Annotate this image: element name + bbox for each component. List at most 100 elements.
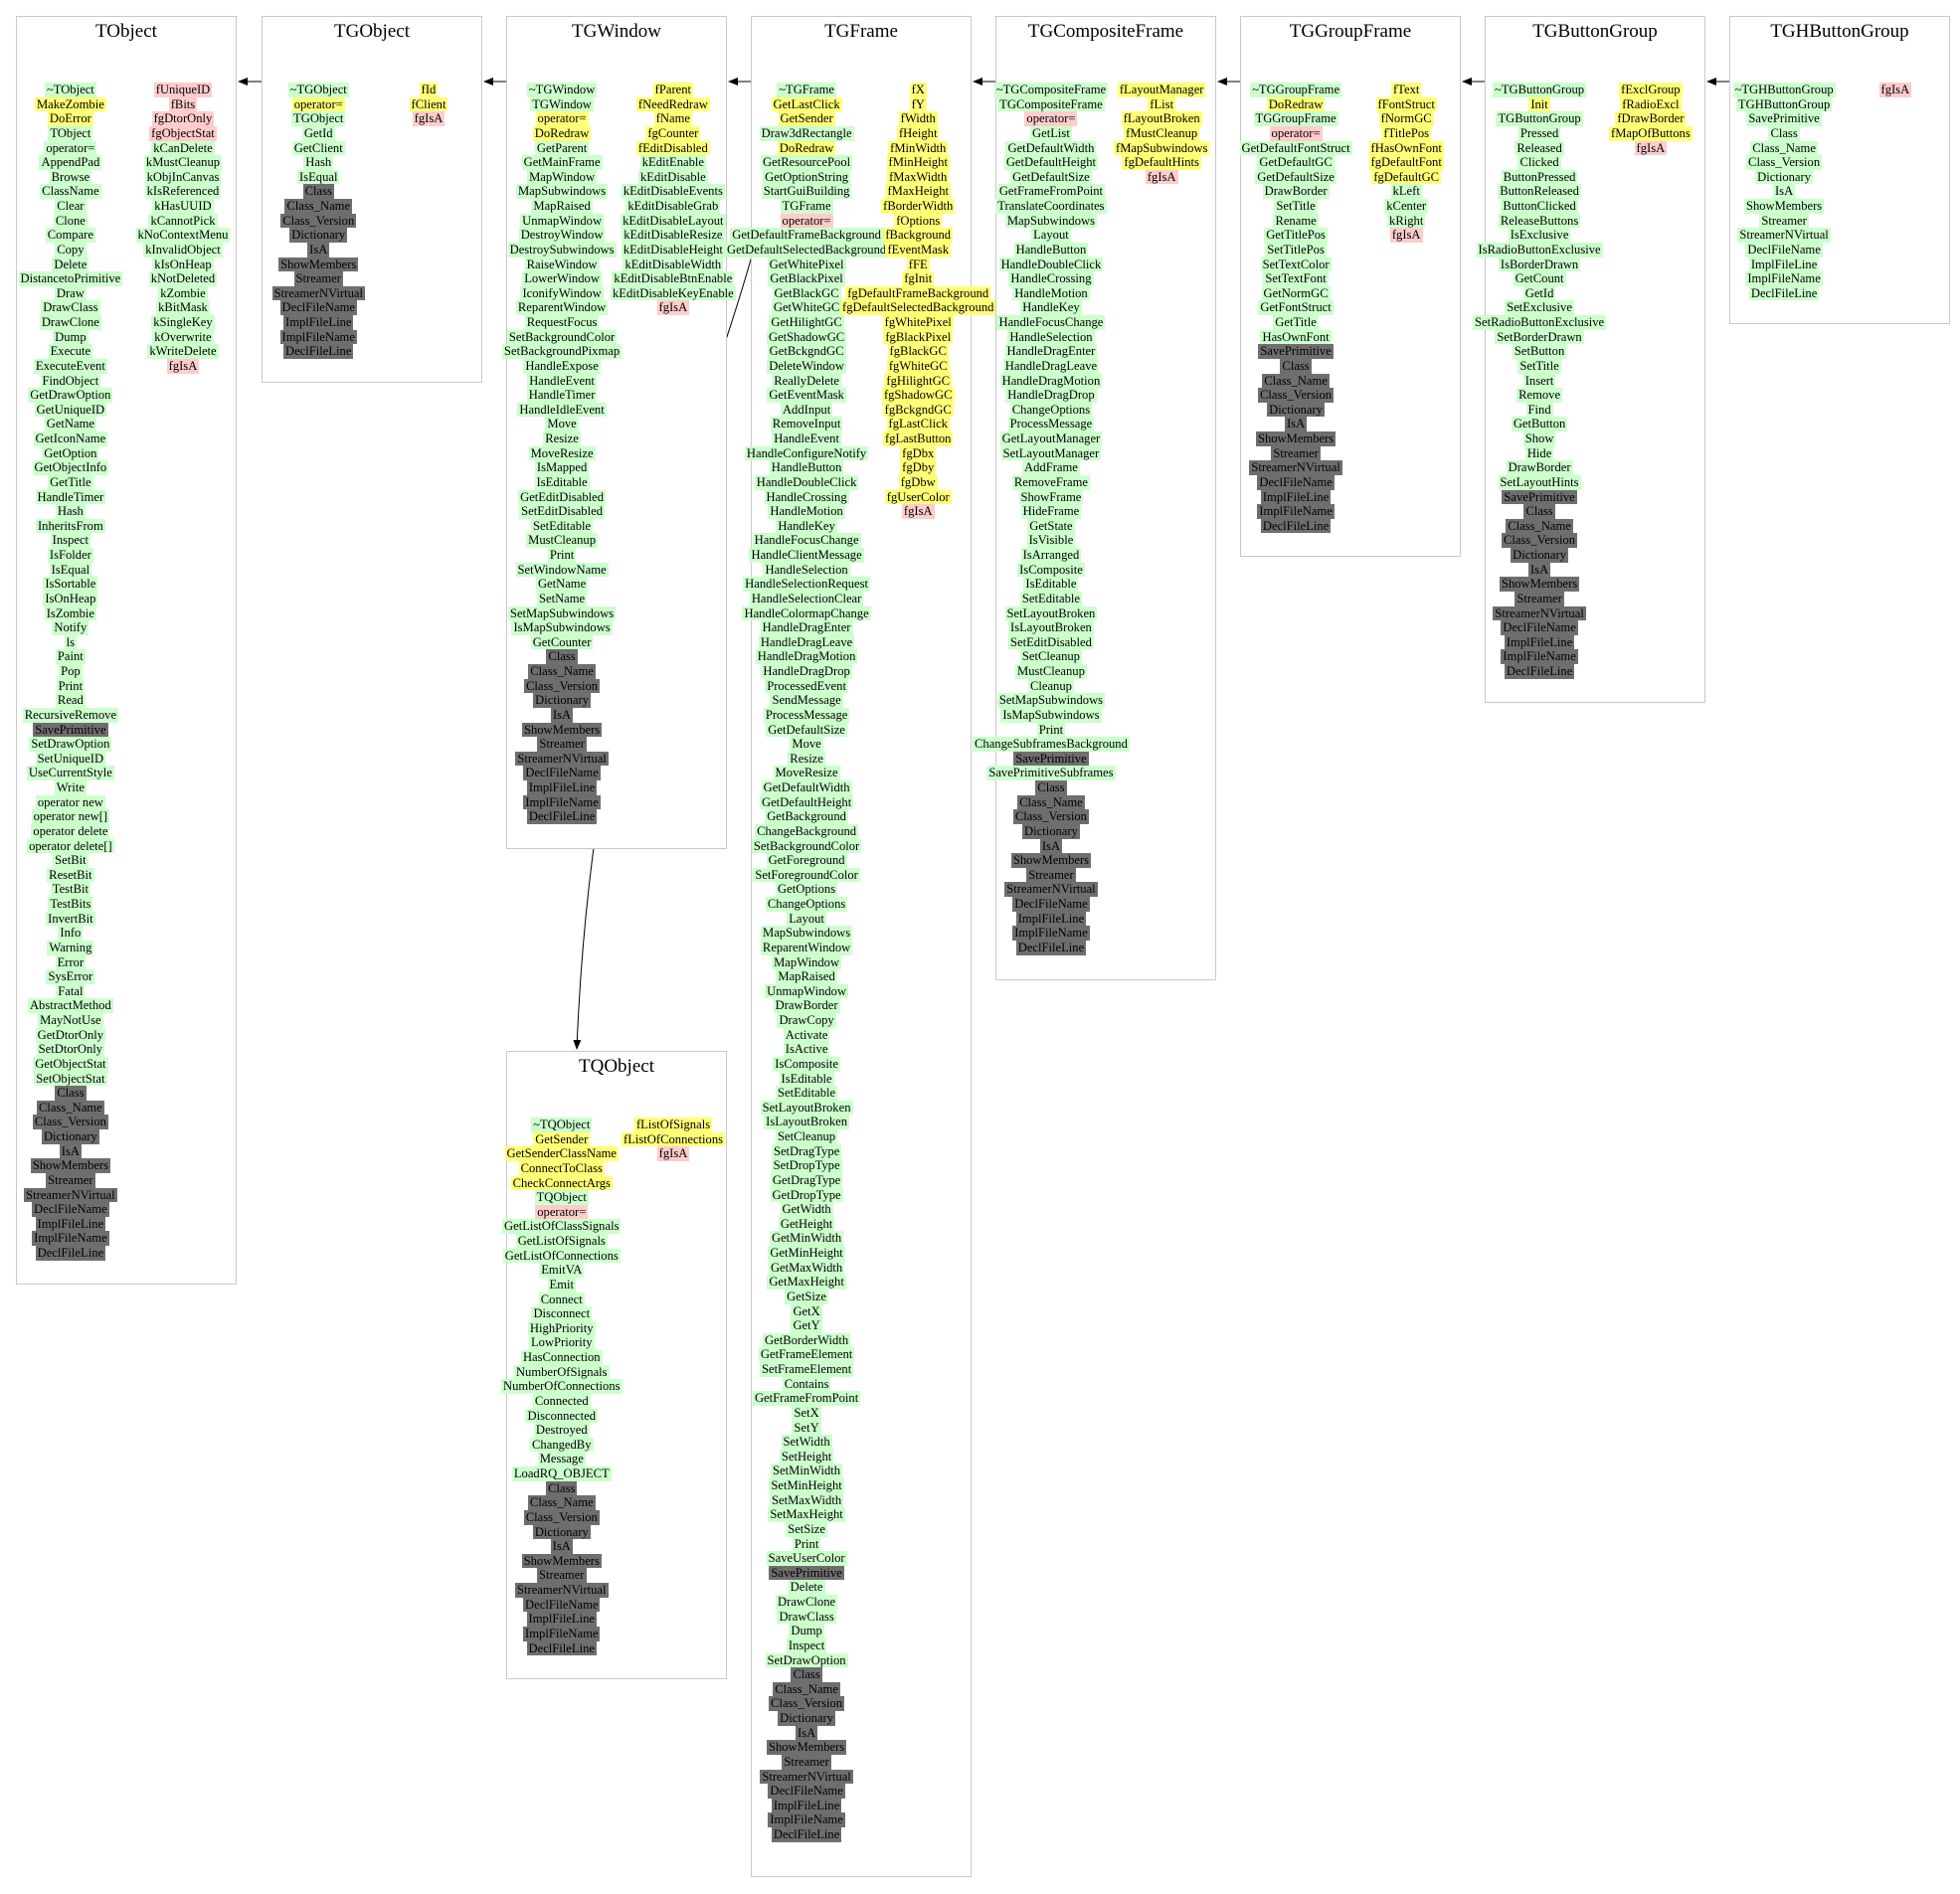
method-entry: operator= bbox=[44, 140, 97, 156]
member-entry: fgCounter bbox=[645, 125, 701, 141]
member-entry: fgDefaultFont bbox=[1368, 155, 1444, 170]
method-entry: HighPriority bbox=[527, 1320, 596, 1336]
method-entry: TGObject bbox=[291, 111, 346, 126]
member-entry: fgIsA bbox=[1389, 228, 1423, 243]
method-entry: GetTitlePos bbox=[1264, 228, 1328, 243]
method-entry: Class_Name bbox=[773, 1681, 840, 1697]
method-entry: DeclFileLine bbox=[771, 1827, 842, 1842]
member-entry: fgIsA bbox=[1878, 83, 1912, 97]
method-entry: Dictionary bbox=[1511, 548, 1568, 563]
method-entry: Pop bbox=[59, 664, 83, 679]
method-entry: Resize bbox=[788, 751, 825, 767]
method-entry: StreamerNVirtual bbox=[24, 1187, 117, 1203]
method-entry: IsBorderDrawn bbox=[1498, 257, 1581, 272]
method-entry: IsComposite bbox=[773, 1056, 840, 1072]
method-entry: DoRedraw bbox=[1266, 96, 1326, 112]
method-entry: Copy bbox=[55, 242, 87, 258]
method-entry: Streamer bbox=[537, 1568, 587, 1583]
method-entry: FindObject bbox=[40, 373, 101, 389]
method-entry: MustCleanup bbox=[526, 533, 598, 548]
method-entry: SetButton bbox=[1512, 344, 1567, 359]
member-entry: fgInit bbox=[902, 271, 935, 286]
method-entry: ImplFileName bbox=[768, 1812, 845, 1827]
method-entry: MapSubwindows bbox=[1004, 213, 1098, 229]
method-entry: Move bbox=[545, 417, 579, 431]
method-entry: Class_Name bbox=[527, 1495, 596, 1510]
method-entry: SavePrimitive bbox=[1746, 111, 1822, 126]
method-entry: ChangedBy bbox=[530, 1437, 594, 1453]
method-entry: Class_Version bbox=[1258, 388, 1335, 403]
method-entry: ProcessMessage bbox=[763, 707, 850, 723]
method-entry: ShowMembers bbox=[1010, 853, 1092, 868]
method-entry: IsMapSubwindows bbox=[511, 620, 613, 635]
method-entry: SetBorderDrawn bbox=[1495, 329, 1584, 345]
method-entry: GetWidth bbox=[780, 1202, 833, 1217]
method-entry: GetDtorOnly bbox=[35, 1027, 106, 1043]
member-list: fExclGroup fRadioExcl fDrawBorder fMapOfBut… bbox=[1609, 83, 1693, 156]
method-entry: AddFrame bbox=[1022, 460, 1080, 475]
method-entry: HandleDoubleClick bbox=[754, 474, 859, 490]
member-entry: fClient bbox=[409, 96, 448, 112]
method-entry: SetLayoutHints bbox=[1498, 474, 1581, 490]
method-entry: Browse bbox=[49, 169, 92, 185]
method-entry: Execute bbox=[48, 344, 93, 359]
method-entry: HandleSelectionRequest bbox=[743, 577, 870, 592]
method-entry: HasOwnFont bbox=[1260, 329, 1332, 345]
method-entry: GetMaxWidth bbox=[768, 1260, 845, 1276]
method-entry: Dictionary bbox=[1755, 169, 1814, 185]
method-entry: DeclFileName bbox=[279, 300, 357, 315]
method-entry: Class_Name bbox=[284, 199, 353, 214]
method-entry: SetMaxWidth bbox=[770, 1492, 844, 1508]
method-entry: GetHeight bbox=[778, 1216, 835, 1232]
method-entry: GetParent bbox=[534, 140, 590, 156]
method-entry: ImplFileLine bbox=[1260, 489, 1332, 505]
method-entry: TQObject bbox=[534, 1190, 589, 1205]
member-list: fParent fNeedRedraw fName fgCounter fEditDis… bbox=[611, 83, 736, 315]
class-box-tgcompositeframe: TGCompositeFrame ~TGCompositeFrame TGCompo… bbox=[973, 16, 1216, 980]
method-entry: Dictionary bbox=[1022, 823, 1080, 839]
method-entry: DeclFileLine bbox=[35, 1246, 106, 1261]
method-entry: ChangeOptions bbox=[765, 897, 848, 912]
member-entry: kEditDisableBtnEnable bbox=[612, 271, 735, 286]
method-entry: SetHeight bbox=[779, 1449, 834, 1464]
method-entry: HandleEvent bbox=[772, 431, 841, 446]
method-entry: NumberOfSignals bbox=[513, 1364, 610, 1380]
method-entry: HandleTimer bbox=[526, 388, 598, 403]
method-entry: Class bbox=[791, 1667, 822, 1682]
method-entry: HandleSelection bbox=[763, 562, 850, 578]
member-entry: fgWhitePixel bbox=[882, 315, 954, 330]
member-entry: kIsReferenced bbox=[144, 184, 222, 199]
method-entry: IsA bbox=[550, 707, 574, 723]
method-entry: IsMapped bbox=[534, 460, 590, 475]
method-entry: SetX bbox=[792, 1405, 821, 1421]
method-entry: HandleFocusChange bbox=[752, 533, 861, 548]
method-entry: ImplFileName bbox=[523, 1626, 601, 1641]
method-entry: Dump bbox=[789, 1624, 824, 1638]
member-list: fgIsA bbox=[1878, 83, 1912, 97]
method-entry: HandleDoubleClick bbox=[998, 257, 1104, 272]
method-entry: operator= bbox=[1269, 125, 1323, 141]
method-entry: SetEditDisabled bbox=[1008, 634, 1094, 650]
method-entry: HandleDragEnter bbox=[760, 620, 853, 635]
method-entry: IsVisible bbox=[1026, 533, 1076, 548]
member-entry: fgBlackPixel bbox=[883, 329, 954, 345]
member-entry: fgDtorOnly bbox=[151, 111, 215, 126]
member-entry: kOverwrite bbox=[152, 329, 214, 345]
method-entry: GetObjectStat bbox=[33, 1056, 108, 1072]
method-entry: operator delete bbox=[31, 823, 110, 839]
method-entry: RequestFocus bbox=[524, 315, 600, 330]
method-entry: SetCleanup bbox=[776, 1129, 838, 1144]
method-entry: IsEqual bbox=[296, 169, 340, 185]
method-entry: SetY bbox=[792, 1420, 821, 1436]
method-entry: IsA bbox=[1039, 838, 1063, 854]
member-entry: fgObjectStat bbox=[149, 125, 217, 141]
method-entry: IsA bbox=[550, 1539, 573, 1554]
method-entry: SetObjectStat bbox=[34, 1071, 107, 1087]
method-entry: Class_Name bbox=[1017, 794, 1085, 810]
method-entry: Class_Version bbox=[523, 1509, 600, 1525]
method-entry: GetClient bbox=[291, 140, 345, 156]
member-entry: fEventMask bbox=[885, 242, 952, 258]
method-entry: Delete bbox=[52, 257, 89, 272]
method-entry: MapWindow bbox=[772, 954, 842, 970]
method-entry: Class bbox=[546, 649, 578, 664]
